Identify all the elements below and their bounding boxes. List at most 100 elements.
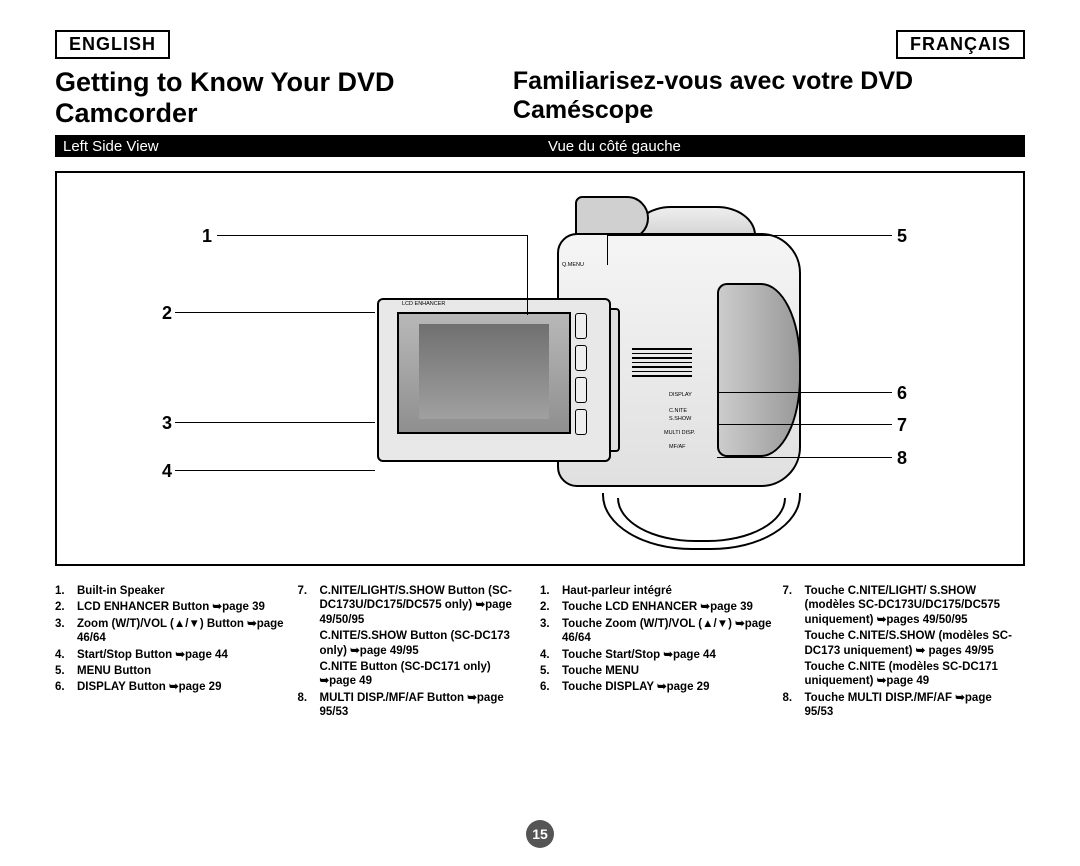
legend-text: C.NITE/LIGHT/S.SHOW Button (SC-DC173U/DC… (320, 584, 531, 627)
label-multi: MULTI DISP. (664, 430, 695, 436)
lead-line (717, 457, 892, 458)
side-button (575, 345, 587, 371)
legend-text: Touche DISPLAY ➥page 29 (562, 680, 773, 694)
side-button (575, 409, 587, 435)
legend-number: 4. (540, 648, 562, 662)
callout-6: 6 (897, 383, 907, 404)
legend-text: LCD ENHANCER Button ➥page 39 (77, 600, 288, 614)
legend-item: 5.Touche MENU (540, 664, 773, 678)
label-cnite: C.NITE (669, 408, 687, 414)
callout-2: 2 (162, 303, 172, 324)
legend-en-col1: 1.Built-in Speaker 2.LCD ENHANCER Button … (55, 584, 298, 721)
lang-english: ENGLISH (55, 30, 170, 59)
heading-french: Familiarisez-vous avec votre DVD Camésco… (513, 67, 1025, 129)
legend-item: 5.MENU Button (55, 664, 288, 678)
callout-8: 8 (897, 448, 907, 469)
legend-en-col2: 7.C.NITE/LIGHT/S.SHOW Button (SC-DC173U/… (298, 584, 541, 721)
legend-number: 1. (540, 584, 562, 598)
legend-item: C.NITE/S.SHOW Button (SC-DC173 only) ➥pa… (298, 629, 531, 658)
callout-7: 7 (897, 415, 907, 436)
legend-text: C.NITE Button (SC-DC171 only) ➥page 49 (320, 660, 531, 689)
page-number-badge: 15 (526, 820, 554, 848)
legend-item: 6.Touche DISPLAY ➥page 29 (540, 680, 773, 694)
manual-page: ENGLISH FRANÇAIS Getting to Know Your DV… (0, 0, 1080, 866)
legend-item: 3.Touche Zoom (W/T)/VOL (▲/▼) ➥page 46/6… (540, 617, 773, 646)
legend-number (298, 660, 320, 689)
legend-number (783, 660, 805, 689)
language-row: ENGLISH FRANÇAIS (55, 30, 1025, 59)
legend-item: 4.Start/Stop Button ➥page 44 (55, 648, 288, 662)
legend-number: 4. (55, 648, 77, 662)
legend-text: Touche Zoom (W/T)/VOL (▲/▼) ➥page 46/64 (562, 617, 773, 646)
camera-lens-barrel (717, 283, 801, 457)
legend-number: 2. (55, 600, 77, 614)
legend-text: Touche C.NITE/S.SHOW (modèles SC-DC173 u… (805, 629, 1016, 658)
legend-item: 7.Touche C.NITE/LIGHT/ S.SHOW (modèles S… (783, 584, 1016, 627)
legend-item: 1.Haut-parleur intégré (540, 584, 773, 598)
legend-fr-col2: 7.Touche C.NITE/LIGHT/ S.SHOW (modèles S… (783, 584, 1026, 721)
legend-item: 2.Touche LCD ENHANCER ➥page 39 (540, 600, 773, 614)
legend: 1.Built-in Speaker2.LCD ENHANCER Button … (55, 584, 1025, 721)
lead-line (175, 312, 375, 313)
legend-text: Touche MENU (562, 664, 773, 678)
speaker-grille (632, 348, 692, 388)
legend-text: Touche MULTI DISP./MF/AF ➥page 95/53 (805, 691, 1016, 720)
legend-item: 1.Built-in Speaker (55, 584, 288, 598)
legend-text: Touche LCD ENHANCER ➥page 39 (562, 600, 773, 614)
legend-item: 8.Touche MULTI DISP./MF/AF ➥page 95/53 (783, 691, 1016, 720)
lead-line (607, 235, 892, 236)
legend-number: 6. (540, 680, 562, 694)
lcd-inner (419, 324, 549, 419)
legend-text: Built-in Speaker (77, 584, 288, 598)
legend-number (298, 629, 320, 658)
legend-text: Touche C.NITE (modèles SC-DC171 uniqueme… (805, 660, 1016, 689)
lcd-screen (397, 312, 571, 434)
legend-text: MULTI DISP./MF/AF Button ➥page 95/53 (320, 691, 531, 720)
label-display: DISPLAY (669, 392, 692, 398)
legend-item: 4.Touche Start/Stop ➥page 44 (540, 648, 773, 662)
legend-fr-col1: 1.Haut-parleur intégré2.Touche LCD ENHAN… (540, 584, 783, 721)
lead-line (175, 470, 375, 471)
legend-text: Touche Start/Stop ➥page 44 (562, 648, 773, 662)
subhead-french: Vue du côté gauche (540, 138, 1025, 155)
subheading-bar: Left Side View Vue du côté gauche (55, 135, 1025, 157)
lead-line (527, 235, 528, 315)
lead-line (717, 424, 892, 425)
legend-text: Touche C.NITE/LIGHT/ S.SHOW (modèles SC-… (805, 584, 1016, 627)
legend-item: C.NITE Button (SC-DC171 only) ➥page 49 (298, 660, 531, 689)
legend-text: Start/Stop Button ➥page 44 (77, 648, 288, 662)
legend-number: 2. (540, 600, 562, 614)
legend-text: Zoom (W/T)/VOL (▲/▼) Button ➥page 46/64 (77, 617, 288, 646)
legend-number: 8. (783, 691, 805, 720)
legend-item: 7.C.NITE/LIGHT/S.SHOW Button (SC-DC173U/… (298, 584, 531, 627)
legend-number: 3. (540, 617, 562, 646)
legend-number: 6. (55, 680, 77, 694)
label-lcd-enhancer: LCD ENHANCER (402, 301, 445, 307)
legend-item: 8.MULTI DISP./MF/AF Button ➥page 95/53 (298, 691, 531, 720)
lang-francais: FRANÇAIS (896, 30, 1025, 59)
legend-number: 5. (55, 664, 77, 678)
legend-item: Touche C.NITE/S.SHOW (modèles SC-DC173 u… (783, 629, 1016, 658)
lead-line (607, 235, 608, 265)
heading-row: Getting to Know Your DVD Camcorder Famil… (55, 67, 1025, 129)
legend-number: 7. (783, 584, 805, 627)
legend-number: 5. (540, 664, 562, 678)
lead-line (217, 235, 527, 236)
label-qmenu: Q.MENU (562, 262, 584, 268)
side-button (575, 313, 587, 339)
label-mfaf: MF/AF (669, 444, 686, 450)
label-sshow: S.SHOW (669, 416, 691, 422)
legend-text: Haut-parleur intégré (562, 584, 773, 598)
legend-item: 2.LCD ENHANCER Button ➥page 39 (55, 600, 288, 614)
callout-3: 3 (162, 413, 172, 434)
legend-item: 6.DISPLAY Button ➥page 29 (55, 680, 288, 694)
legend-number: 8. (298, 691, 320, 720)
callout-4: 4 (162, 461, 172, 482)
legend-item: 3.Zoom (W/T)/VOL (▲/▼) Button ➥page 46/6… (55, 617, 288, 646)
camcorder-illustration: LCD ENHANCER Q.MENU DISPLAY C.NITE S.SHO… (377, 198, 807, 543)
heading-english: Getting to Know Your DVD Camcorder (55, 67, 513, 129)
legend-item: Touche C.NITE (modèles SC-DC171 uniqueme… (783, 660, 1016, 689)
side-buttons-group (575, 313, 587, 443)
legend-text: MENU Button (77, 664, 288, 678)
legend-number: 7. (298, 584, 320, 627)
